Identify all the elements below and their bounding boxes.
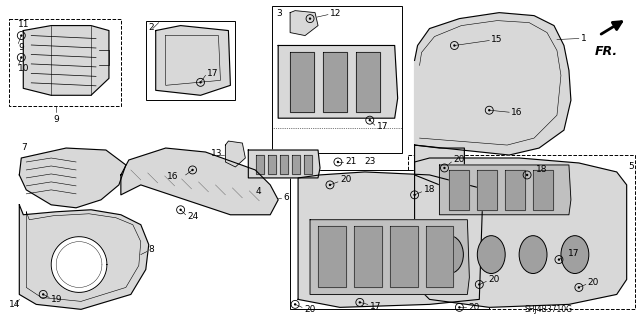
Text: 17: 17 [370, 302, 381, 311]
Polygon shape [415, 13, 571, 155]
Polygon shape [225, 141, 245, 167]
Text: 20: 20 [588, 278, 599, 287]
Ellipse shape [561, 236, 589, 273]
Circle shape [20, 34, 22, 37]
Text: 20: 20 [488, 275, 500, 284]
Text: 8: 8 [148, 245, 154, 254]
Polygon shape [280, 155, 288, 174]
Text: 11: 11 [19, 20, 30, 29]
Circle shape [558, 258, 560, 261]
Circle shape [478, 283, 481, 286]
Text: 17: 17 [377, 122, 388, 131]
Circle shape [578, 286, 580, 289]
Text: SHJ4B3710G: SHJ4B3710G [524, 305, 572, 314]
Circle shape [309, 18, 311, 20]
Polygon shape [415, 145, 465, 185]
Text: 16: 16 [511, 108, 523, 117]
Polygon shape [356, 52, 380, 112]
Polygon shape [290, 52, 314, 112]
Bar [146, 21, 236, 100]
Bar [290, 170, 489, 309]
Text: 20: 20 [340, 175, 351, 184]
Text: 21: 21 [345, 158, 356, 167]
Text: 4: 4 [255, 187, 261, 196]
Polygon shape [23, 26, 109, 95]
Text: 13: 13 [211, 149, 222, 158]
Polygon shape [323, 52, 347, 112]
Text: 10: 10 [19, 64, 30, 73]
Bar [272, 6, 402, 153]
Text: 24: 24 [188, 212, 199, 221]
Circle shape [458, 306, 461, 308]
Text: 9: 9 [19, 43, 24, 52]
Text: 2: 2 [148, 23, 154, 32]
Circle shape [191, 169, 194, 171]
Polygon shape [248, 150, 320, 178]
Polygon shape [426, 226, 453, 287]
Polygon shape [477, 170, 497, 210]
Polygon shape [390, 226, 417, 287]
Text: 17: 17 [568, 249, 579, 258]
Polygon shape [354, 226, 381, 287]
Circle shape [369, 119, 371, 121]
Text: 1: 1 [581, 34, 587, 43]
Circle shape [337, 161, 339, 163]
Text: 18: 18 [536, 166, 548, 174]
Polygon shape [533, 170, 553, 210]
Text: 20: 20 [468, 303, 480, 312]
Circle shape [453, 44, 456, 47]
Text: FR.: FR. [595, 45, 618, 57]
Polygon shape [51, 237, 107, 293]
Circle shape [20, 56, 22, 59]
Text: 3: 3 [276, 9, 282, 18]
Circle shape [413, 194, 416, 196]
Text: 15: 15 [492, 35, 503, 44]
Text: 18: 18 [424, 185, 435, 194]
Text: 17: 17 [207, 69, 218, 78]
Circle shape [488, 109, 490, 111]
Polygon shape [505, 170, 525, 210]
Text: 5: 5 [628, 162, 634, 171]
Text: 16: 16 [167, 173, 179, 182]
Polygon shape [449, 170, 469, 210]
Circle shape [199, 81, 202, 84]
Text: 9: 9 [53, 115, 59, 124]
Text: 14: 14 [10, 300, 20, 309]
Polygon shape [268, 155, 276, 174]
Circle shape [179, 209, 182, 211]
Text: 7: 7 [21, 143, 27, 152]
Polygon shape [278, 46, 397, 118]
Text: 19: 19 [51, 295, 63, 304]
Text: 20: 20 [453, 155, 465, 165]
Ellipse shape [435, 236, 463, 273]
Polygon shape [310, 220, 469, 294]
Circle shape [444, 167, 445, 169]
Polygon shape [304, 155, 312, 174]
Bar [10, 19, 121, 106]
Polygon shape [156, 26, 230, 95]
Text: 20: 20 [304, 305, 316, 314]
Polygon shape [121, 148, 278, 215]
Ellipse shape [477, 236, 505, 273]
Bar [408, 155, 635, 309]
Polygon shape [19, 205, 148, 309]
Polygon shape [256, 155, 264, 174]
Polygon shape [298, 172, 483, 307]
Polygon shape [290, 11, 318, 35]
Ellipse shape [519, 236, 547, 273]
Text: 12: 12 [330, 9, 341, 18]
Polygon shape [318, 226, 346, 287]
Text: 23: 23 [364, 157, 376, 166]
Circle shape [526, 174, 528, 176]
Polygon shape [19, 148, 126, 208]
Polygon shape [292, 155, 300, 174]
Polygon shape [415, 158, 627, 307]
Circle shape [42, 293, 44, 296]
Text: 6: 6 [283, 193, 289, 202]
Circle shape [329, 184, 331, 186]
Polygon shape [440, 165, 571, 215]
Circle shape [358, 301, 361, 304]
Circle shape [294, 303, 296, 306]
